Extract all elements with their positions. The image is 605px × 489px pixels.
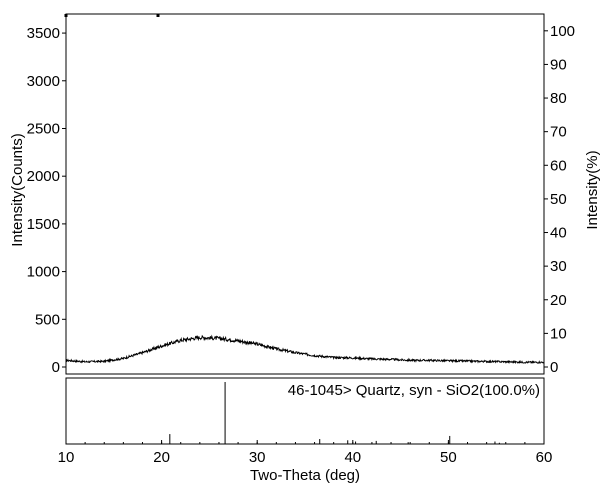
y-left-tick-label: 2500 [27,120,60,137]
y-left-tick-label: 0 [52,359,60,376]
x-tick-label: 30 [249,449,266,466]
x-axis-title: Two-Theta (deg) [250,467,360,484]
y-axis-right-title: Intensity(%) [584,150,601,229]
y-axis-left: 0 500 1000 1500 2000 2500 3000 3500 [27,25,66,376]
x-tick-label: 20 [153,449,170,466]
y-right-tick-label: 60 [550,157,567,174]
y-right-tick-label: 70 [550,124,567,141]
reference-sticks [169,382,500,444]
y-left-tick-label: 1000 [27,264,60,281]
y-right-tick-label: 0 [550,359,558,376]
y-left-tick-label: 1500 [27,216,60,233]
top-axis-marks [64,14,160,17]
y-axis-left-title: Intensity(Counts) [9,133,26,246]
xrd-pattern-line [65,334,545,365]
x-axis: 10 20 30 40 50 60 [58,440,553,466]
y-left-tick-label: 3500 [27,25,60,42]
x-tick-label: 40 [344,449,361,466]
y-right-tick-label: 100 [550,23,575,40]
x-tick-label: 10 [58,449,75,466]
y-right-tick-label: 80 [550,90,567,107]
x-tick-label: 50 [440,449,457,466]
y-right-tick-label: 20 [550,292,567,309]
reference-plot-frame [65,377,545,445]
y-axis-right: 0 10 20 30 40 50 60 70 80 90 100 [544,23,575,376]
y-right-tick-label: 10 [550,325,567,342]
y-right-tick-label: 30 [550,258,567,275]
y-left-tick-label: 2000 [27,168,60,185]
y-right-tick-label: 50 [550,191,567,208]
y-right-tick-label: 40 [550,225,567,242]
y-left-tick-label: 3000 [27,73,60,90]
x-tick-label: 60 [536,449,553,466]
y-left-tick-label: 500 [35,311,60,328]
reference-label: 46-1045> Quartz, syn - SiO2(100.0%) [288,382,540,399]
y-right-tick-label: 90 [550,56,567,73]
main-plot-frame [65,13,545,375]
